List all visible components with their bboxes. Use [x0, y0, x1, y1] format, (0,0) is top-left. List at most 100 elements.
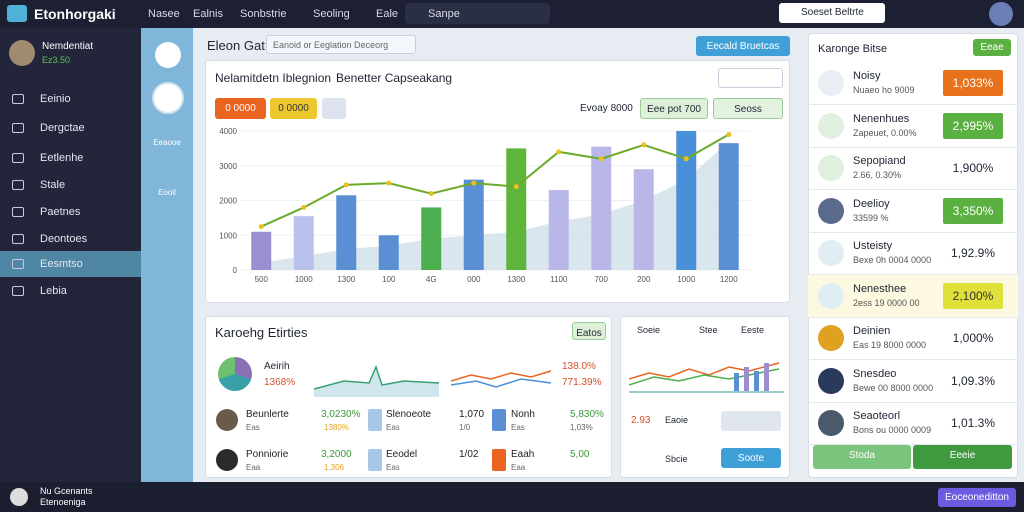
sidebar-item[interactable]: Stale: [0, 172, 141, 198]
sidebar: Nemdentiat Ez3.50 Eeinio Dergctae Eetlen…: [0, 28, 141, 482]
user-name: Nemdentiat: [42, 41, 94, 52]
label: Eetlenhe: [40, 152, 84, 164]
profile-button[interactable]: [152, 82, 184, 114]
nav-item[interactable]: Ealnis: [193, 8, 223, 20]
bar: [378, 235, 399, 270]
tab[interactable]: Eeste: [741, 325, 765, 335]
y-tick-label: 2000: [219, 197, 237, 206]
panel-item[interactable]: Seaoteorl Bons ou 0000 0009 1,01.3%: [808, 402, 1018, 445]
item-title: Sepopiand: [853, 155, 906, 167]
sidebar-item[interactable]: Eeinio: [0, 86, 141, 112]
footer-sub: Etenoeniga: [40, 497, 86, 507]
sidebar-item[interactable]: Eetlenhe: [0, 145, 141, 171]
row-text: Eas: [386, 423, 400, 432]
bar: [251, 231, 272, 270]
row-text: Eaah: [511, 449, 535, 460]
icon: [12, 94, 24, 104]
taskbar-button[interactable]: Eoceoneditton: [938, 488, 1016, 507]
x-tick-label: 4G: [426, 275, 437, 284]
strip-label: Eooil: [158, 188, 176, 197]
x-tick-label: 500: [255, 275, 269, 284]
icon: [12, 207, 24, 217]
label: Lebia: [40, 285, 67, 297]
tab[interactable]: Stee: [699, 325, 718, 335]
search-box[interactable]: [405, 3, 550, 24]
nav-item[interactable]: Sonbstrie: [240, 8, 287, 20]
row-text: Beunlerte: [246, 409, 289, 420]
sidebar-item[interactable]: Paetnes: [0, 199, 141, 225]
panel-item[interactable]: Deinien Eas 19 8000 0000 1,000%: [808, 317, 1018, 360]
item-icon: [818, 112, 844, 139]
item-title: Deinien: [853, 325, 891, 337]
item-sub: Zapeuet, 0.00%: [853, 127, 917, 138]
sidebar-item[interactable]: Dergctae: [0, 115, 141, 141]
bar: [506, 148, 527, 270]
panel-item[interactable]: Nenesthee 2ess 19 0000 00 2,100%: [808, 274, 1018, 318]
item-value: 1,01.3%: [950, 416, 996, 430]
badge[interactable]: Eeae: [973, 39, 1011, 56]
compare-card: Soeie Stee Eeste 2.93 Eaoie Sbcie Soote: [620, 316, 790, 478]
item-value: 1,92.9%: [950, 246, 996, 260]
row-text: Eas: [511, 423, 525, 432]
item-value: 1,000%: [952, 331, 994, 345]
row-text: 1380%: [324, 423, 349, 432]
line-point: [641, 142, 647, 148]
dropdown[interactable]: [322, 98, 346, 119]
item-icon: [818, 325, 844, 351]
range-button[interactable]: Seoss: [713, 98, 783, 119]
item-title: Nenenhues: [853, 112, 910, 125]
stat: 771.39%: [562, 377, 602, 388]
badge[interactable]: Eatos: [572, 322, 606, 340]
button[interactable]: Soote: [721, 448, 781, 468]
filter-button[interactable]: 0 0000: [270, 98, 317, 119]
panel-item[interactable]: Nenenhues Zapeuet, 0.00% 2,995%: [808, 105, 1018, 148]
label: Deontoes: [40, 233, 88, 245]
row-text: 1/02: [459, 449, 479, 460]
y-tick-label: 3000: [219, 162, 237, 171]
item-sub: Nuaeo ho 9009: [853, 85, 915, 95]
icon: [12, 259, 24, 269]
panel-button[interactable]: Stoda: [813, 445, 911, 469]
activity-card: Karoehg Etirties Eatos Aeirih 1368% 138.…: [205, 316, 612, 478]
panel-item[interactable]: Noisy Nuaeo ho 9009 1,033%: [808, 62, 1018, 105]
range-button[interactable]: Eee pot 700: [640, 98, 708, 119]
action-button[interactable]: Eecald Bruetcas: [696, 36, 790, 56]
tab[interactable]: Soeie: [637, 325, 661, 335]
panel-item[interactable]: Sepopiand 2.66, 0.30% 1,900%: [808, 147, 1018, 190]
filter-button[interactable]: 0 0000: [215, 98, 266, 119]
search-input[interactable]: Eanoid or Eeglation Deceorg: [266, 35, 416, 54]
row-text: 1,03%: [570, 423, 593, 432]
account-select[interactable]: Soeset Beltrte: [779, 3, 885, 23]
row-text: Nonh: [511, 409, 535, 420]
panel-item[interactable]: Deelioy 33599 % 3,350%: [808, 190, 1018, 233]
row-text: Eeodel: [386, 449, 418, 460]
avatar[interactable]: [989, 2, 1013, 26]
sidebar-item[interactable]: Eesmtso: [0, 251, 141, 277]
nav-item[interactable]: Seoling: [313, 8, 350, 20]
item-value: 2,100%: [943, 282, 1003, 309]
field[interactable]: [721, 411, 781, 431]
panel-item[interactable]: Usteisty Bexe 0h 0004 0000 1,92.9%: [808, 232, 1018, 275]
panel-item[interactable]: Snesdeo Bewe 00 8000 0000 1,09.3%: [808, 360, 1018, 403]
line-point: [598, 156, 604, 162]
icon: [12, 123, 24, 133]
sidebar-item[interactable]: Lebia: [0, 278, 141, 304]
x-tick-label: 000: [467, 275, 481, 284]
item-icon: [818, 367, 844, 394]
nav-item[interactable]: Eale: [376, 8, 399, 20]
nav-item[interactable]: Nasee: [148, 8, 180, 20]
item-title: Nenesthee: [853, 282, 907, 295]
bar: [676, 131, 697, 270]
label: Paetnes: [40, 206, 81, 218]
stat: 138.0%: [562, 361, 596, 372]
line-point: [301, 204, 307, 210]
y-tick-label: 0: [233, 266, 238, 275]
item-sub: Bons ou 0000 0009: [853, 425, 932, 435]
line-point: [343, 182, 349, 188]
panel-button[interactable]: Eeeie: [913, 445, 1012, 469]
row-avatar: [216, 449, 238, 471]
nav-item[interactable]: Sanpe: [428, 8, 460, 20]
sidebar-item[interactable]: Deontoes: [0, 226, 141, 252]
bar: [463, 179, 484, 270]
chart-tools[interactable]: [718, 68, 783, 88]
